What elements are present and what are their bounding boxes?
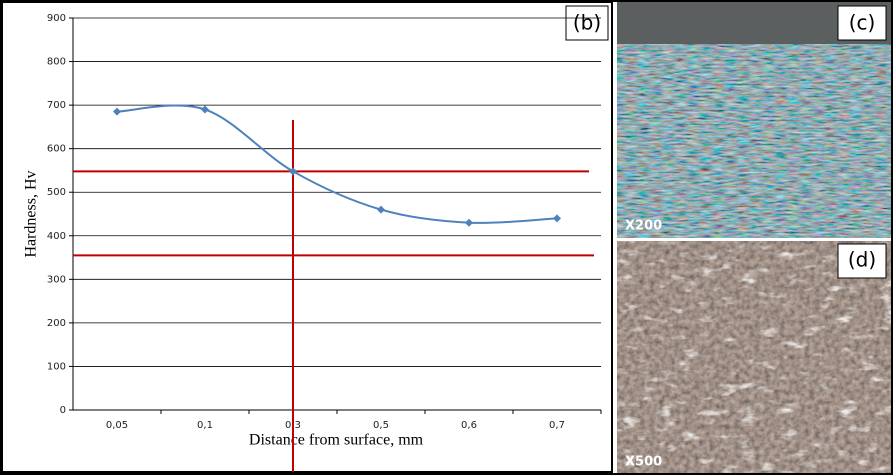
panel-label-box: [837, 243, 887, 279]
data-point: [113, 107, 121, 116]
y-tick-label: 300: [47, 274, 66, 285]
data-point: [553, 214, 561, 223]
x-axis-title: Distance from surface, mm: [249, 432, 424, 449]
magnification: X200: [625, 219, 662, 234]
y-tick-label: 100: [47, 361, 66, 372]
y-tick-label: 0: [60, 405, 66, 416]
y-tick-label: 700: [47, 100, 66, 111]
micrograph-d: (d) X500: [617, 241, 891, 473]
y-tick-label: 500: [47, 187, 66, 198]
micrograph-d-grains: [617, 241, 891, 473]
y-tick-label: 400: [47, 231, 66, 242]
x-tick-label: 0,05: [106, 420, 128, 431]
y-tick-label: 800: [47, 57, 66, 68]
x-tick-label: 0,5: [373, 420, 389, 431]
panel-label: (d): [848, 248, 876, 272]
magnification: X500: [625, 455, 662, 470]
y-tick-label: 600: [47, 144, 66, 155]
data-line: [116, 104, 558, 224]
y-axis-title: Hardness, Hv: [23, 170, 40, 257]
data-point: [377, 205, 385, 214]
micrograph-c: (c) X200: [617, 2, 891, 238]
chart-border: [1, 1, 613, 473]
data-point: [289, 167, 297, 176]
y-tick-label: 200: [47, 318, 66, 329]
chart-panel: (b) Distance from surface, mm Hardness, …: [1, 1, 613, 473]
x-tick-label: 0,7: [549, 420, 565, 431]
panel-label: (b): [573, 11, 601, 35]
x-tick-label: 0,6: [461, 420, 477, 431]
x-tick-label: 0,1: [197, 420, 213, 431]
panel-label-box: [837, 5, 887, 41]
panel-label: (c): [849, 11, 876, 35]
data-point: [465, 218, 473, 227]
y-tick-label: 900: [47, 13, 66, 24]
panel-label-box: [565, 5, 609, 41]
data-point: [201, 105, 209, 114]
